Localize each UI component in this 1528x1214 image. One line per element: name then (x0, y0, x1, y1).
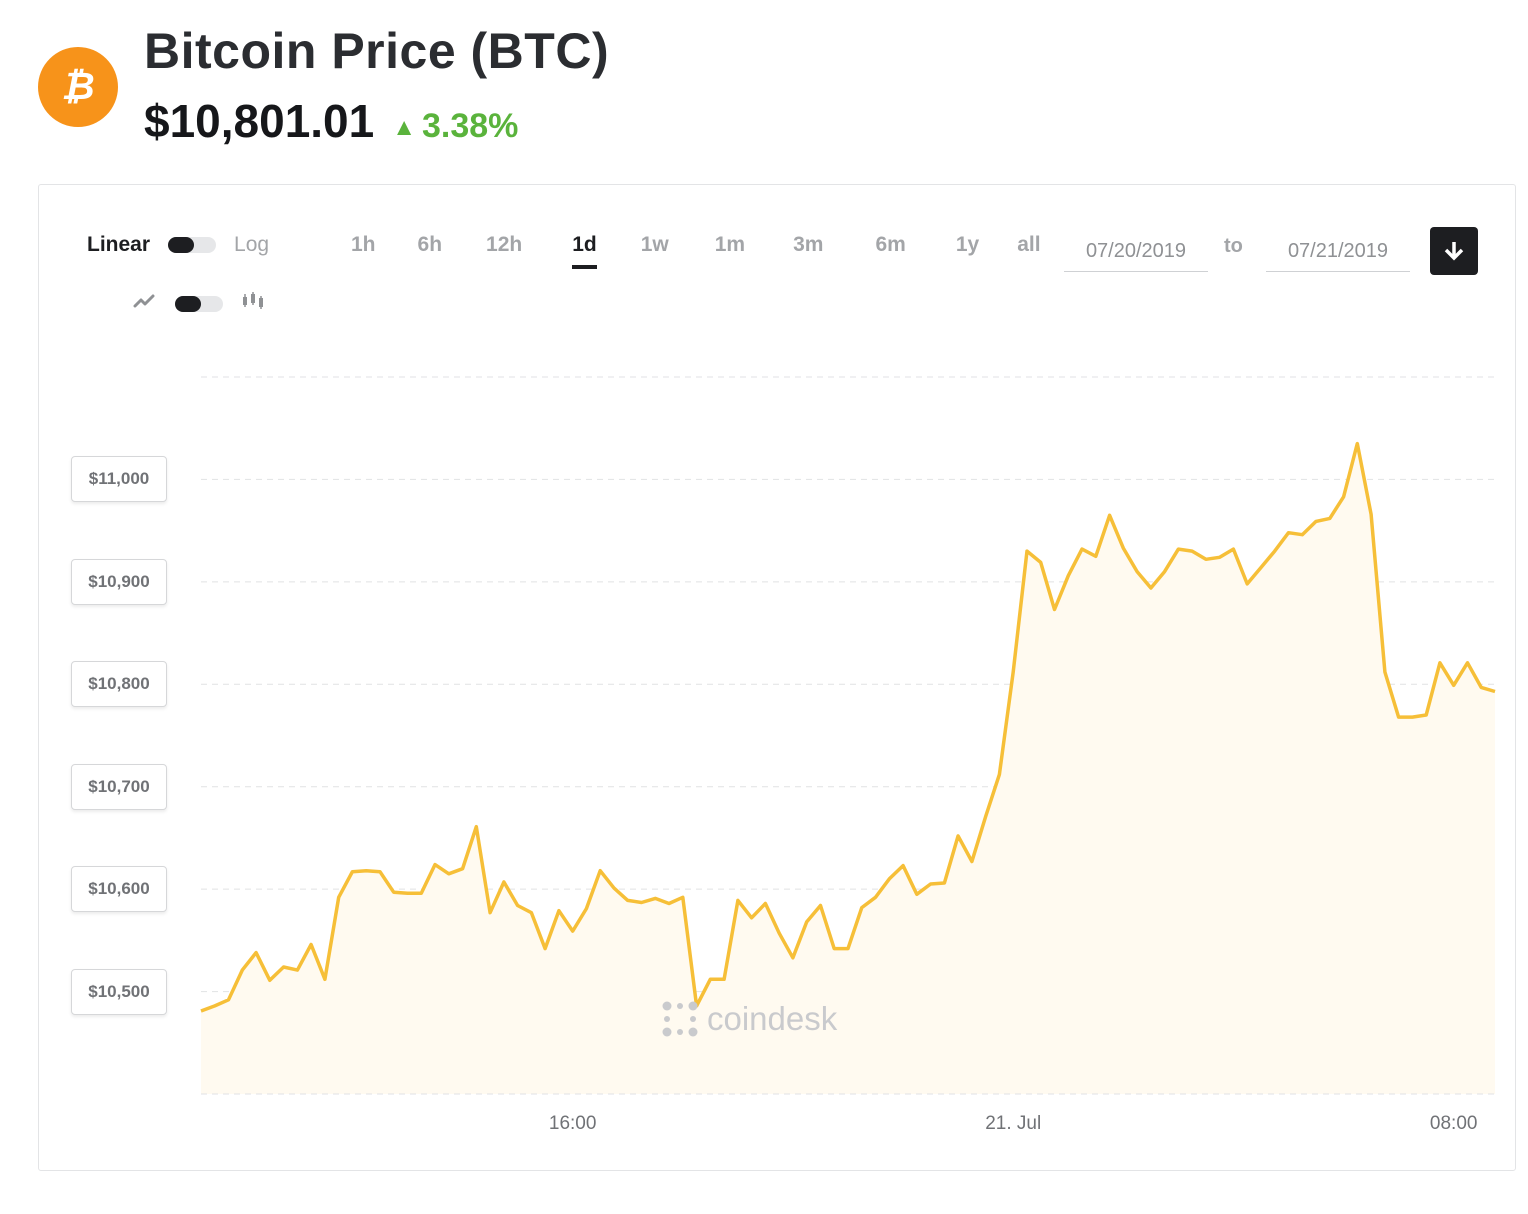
y-axis-label: $11,000 (71, 456, 167, 503)
y-axis-label: $10,900 (71, 558, 167, 605)
price-area-fill (201, 443, 1495, 1095)
page-title: Bitcoin Price (BTC) (144, 23, 610, 79)
line-chart-icon (133, 293, 157, 314)
range-tab-3m[interactable]: 3m (793, 233, 824, 256)
coindesk-watermark: coindesk (661, 1000, 837, 1038)
chart-type-toggle-row (133, 291, 265, 316)
range-tab-6h[interactable]: 6h (417, 233, 443, 256)
price-change-percent: 3.38% (422, 107, 519, 145)
range-tab-1y[interactable]: 1y (955, 233, 980, 256)
bitcoin-symbol: ₿ (61, 66, 94, 108)
download-button[interactable] (1430, 227, 1478, 275)
x-axis-label: 16:00 (548, 1113, 597, 1134)
price-line (200, 441, 1496, 1013)
scale-log-label: Log (234, 233, 270, 256)
triangle-up-icon: ▲ (392, 114, 416, 141)
y-axis-label: $10,800 (71, 661, 167, 708)
price-row: $10,801.01 ▲ 3.38% (144, 94, 518, 148)
date-to-input[interactable] (1266, 231, 1410, 272)
date-to-label: to (1224, 235, 1243, 257)
coindesk-wordmark: coindesk (707, 1000, 838, 1037)
range-tab-6m[interactable]: 6m (875, 233, 906, 256)
range-tab-1h[interactable]: 1h (351, 233, 376, 256)
y-axis-label: $10,500 (71, 968, 167, 1015)
range-tab-1w[interactable]: 1w (640, 233, 669, 256)
price-chart (200, 376, 1496, 1095)
chart-card: Linear Log 1h 6h 12h 1d 1w 1m 3m 6m 1y all to (38, 184, 1516, 1171)
bitcoin-icon: ₿ (38, 47, 118, 127)
x-axis-label: 08:00 (1429, 1113, 1478, 1134)
chart-type-toggle[interactable] (175, 295, 223, 312)
range-tab-all[interactable]: all (1017, 233, 1041, 256)
current-price: $10,801.01 (144, 95, 375, 147)
scale-toggle[interactable] (168, 237, 217, 253)
x-axis-label: 21. Jul (985, 1113, 1042, 1134)
candlestick-icon (241, 291, 265, 316)
date-from-input[interactable] (1064, 231, 1208, 272)
y-axis-label: $10,700 (71, 763, 167, 810)
svg-text:₿: ₿ (61, 66, 94, 108)
scale-toggle-knob (168, 237, 195, 253)
price-change: ▲ 3.38% (392, 107, 518, 146)
range-tabs: 1h 6h 12h 1d 1w 1m 3m 6m 1y all (351, 233, 1065, 269)
range-tab-12h[interactable]: 12h (486, 233, 523, 256)
scale-toggle-row: Linear Log (87, 233, 269, 257)
y-axis-label: $10,600 (71, 866, 167, 913)
download-arrow-icon (1444, 242, 1464, 261)
coindesk-logo-icon (662, 1001, 698, 1037)
range-tab-1m[interactable]: 1m (714, 233, 746, 256)
scale-linear-label: Linear (87, 233, 151, 256)
range-tab-1d[interactable]: 1d (572, 233, 597, 269)
chart-type-toggle-knob (175, 295, 201, 312)
